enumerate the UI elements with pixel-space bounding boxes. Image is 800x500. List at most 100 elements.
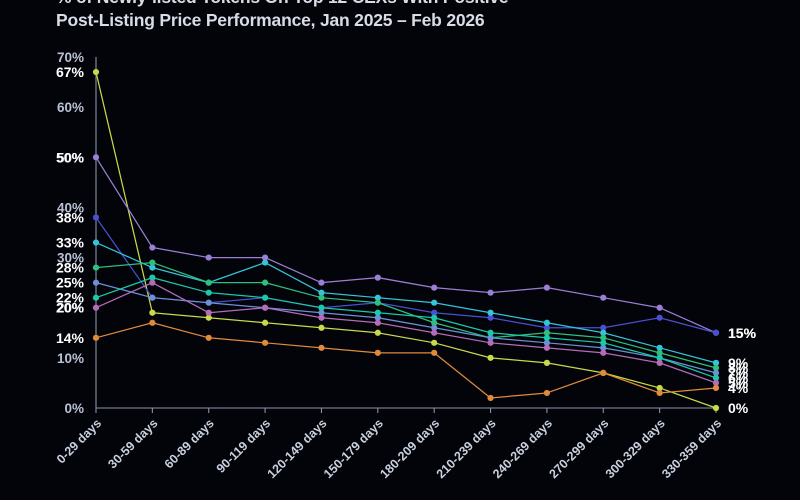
series-end-value-label: 9% — [728, 355, 749, 371]
data-point-marker — [149, 264, 156, 271]
data-point-marker — [374, 329, 381, 336]
data-point-marker — [431, 299, 438, 306]
data-point-marker — [205, 334, 212, 341]
y-axis-tick-label: 30% — [57, 251, 84, 266]
data-point-marker — [92, 334, 100, 341]
series-start-value-label: 67% — [56, 64, 85, 80]
data-point-marker — [261, 304, 269, 311]
data-point-marker — [656, 389, 663, 397]
data-point-marker — [92, 214, 100, 221]
data-point-marker — [543, 339, 551, 346]
data-point-marker — [318, 324, 325, 331]
data-point-marker — [205, 314, 212, 321]
data-point-marker — [92, 264, 100, 271]
data-point-marker — [149, 309, 156, 316]
series-end-value-label: 4% — [728, 380, 749, 396]
x-axis-tick-label: 30-59 days — [105, 416, 160, 471]
chart-series — [92, 279, 720, 387]
x-axis-tick-label: 0-29 days — [54, 416, 104, 466]
series-end-value-label: 6% — [728, 370, 749, 386]
data-point-marker — [374, 294, 381, 301]
y-axis-tick-label: 20% — [57, 301, 84, 316]
data-point-marker — [431, 339, 438, 346]
data-point-marker — [149, 294, 156, 301]
data-point-marker — [712, 329, 720, 336]
data-point-marker — [374, 309, 381, 316]
series-start-value-label: 20% — [56, 300, 85, 316]
data-point-marker — [261, 294, 269, 301]
chart-series — [92, 319, 720, 402]
data-point-marker — [205, 299, 212, 306]
x-axis-tick-label: 90-119 days — [214, 416, 274, 476]
data-point-marker — [600, 369, 607, 376]
series-end-value-label: 0% — [728, 400, 749, 416]
series-line — [95, 156, 717, 334]
chart-series — [92, 154, 720, 336]
data-point-marker — [149, 274, 156, 281]
data-point-marker — [431, 309, 438, 316]
data-point-marker — [318, 314, 325, 321]
series-start-value-label: 50% — [56, 149, 85, 165]
data-point-marker — [712, 359, 720, 366]
chart-title-line-1: % of Newly-listed Tokens On Top 12 CEXs … — [56, 0, 776, 9]
data-point-marker — [656, 384, 663, 392]
series-line — [95, 277, 717, 379]
chart-series — [92, 68, 720, 412]
series-start-value-label: 25% — [56, 275, 85, 291]
data-point-marker — [261, 339, 269, 346]
y-axis-tick-label: 0% — [64, 401, 84, 416]
data-point-marker — [487, 354, 494, 361]
data-point-marker — [487, 309, 494, 316]
x-axis-tick-label: 60-89 days — [162, 416, 217, 471]
data-point-marker — [543, 329, 551, 336]
data-point-marker — [656, 354, 663, 361]
data-point-marker — [487, 334, 494, 341]
chart-series — [92, 239, 720, 366]
data-point-marker — [92, 294, 100, 301]
y-axis-tick-label: 60% — [57, 100, 84, 115]
data-point-marker — [487, 314, 494, 321]
data-point-marker — [318, 304, 325, 311]
y-axis-tick-label: 10% — [57, 351, 84, 366]
data-point-marker — [712, 374, 720, 382]
series-start-value-label: 22% — [56, 290, 85, 306]
data-point-marker — [431, 324, 438, 331]
series-start-value-label: 14% — [56, 330, 85, 346]
data-point-marker — [600, 339, 607, 346]
series-end-value-label: 5% — [728, 375, 749, 391]
x-axis-tick-label: 330-359 days — [659, 416, 724, 481]
data-point-marker — [431, 319, 438, 326]
data-point-marker — [92, 279, 100, 286]
data-point-marker — [543, 389, 551, 397]
data-point-marker — [374, 274, 381, 281]
data-point-marker — [149, 244, 156, 251]
data-point-marker — [431, 314, 438, 321]
data-point-marker — [374, 319, 381, 326]
data-point-marker — [318, 309, 325, 316]
data-point-marker — [712, 364, 720, 371]
data-point-marker — [261, 259, 269, 266]
data-point-marker — [374, 349, 381, 356]
data-point-marker — [656, 314, 663, 321]
data-point-marker — [487, 394, 494, 402]
data-point-marker — [431, 284, 438, 291]
series-start-value-label: 28% — [56, 260, 85, 276]
data-point-marker — [374, 314, 381, 321]
data-point-marker — [205, 289, 212, 296]
chart-title-line-2: Post-Listing Price Performance, Jan 2025… — [56, 10, 485, 30]
series-end-value-label: 15% — [728, 325, 757, 341]
data-point-marker — [543, 324, 551, 331]
series-end-value-label: 8% — [728, 360, 749, 376]
data-point-marker — [600, 349, 607, 356]
data-point-marker — [149, 319, 156, 326]
data-point-marker — [543, 334, 551, 341]
data-point-marker — [318, 279, 325, 286]
data-point-marker — [543, 319, 551, 326]
data-point-marker — [261, 279, 269, 286]
data-point-marker — [712, 369, 720, 376]
data-point-marker — [712, 404, 720, 412]
data-point-marker — [149, 259, 156, 266]
data-point-marker — [656, 359, 663, 366]
data-point-marker — [656, 304, 663, 311]
